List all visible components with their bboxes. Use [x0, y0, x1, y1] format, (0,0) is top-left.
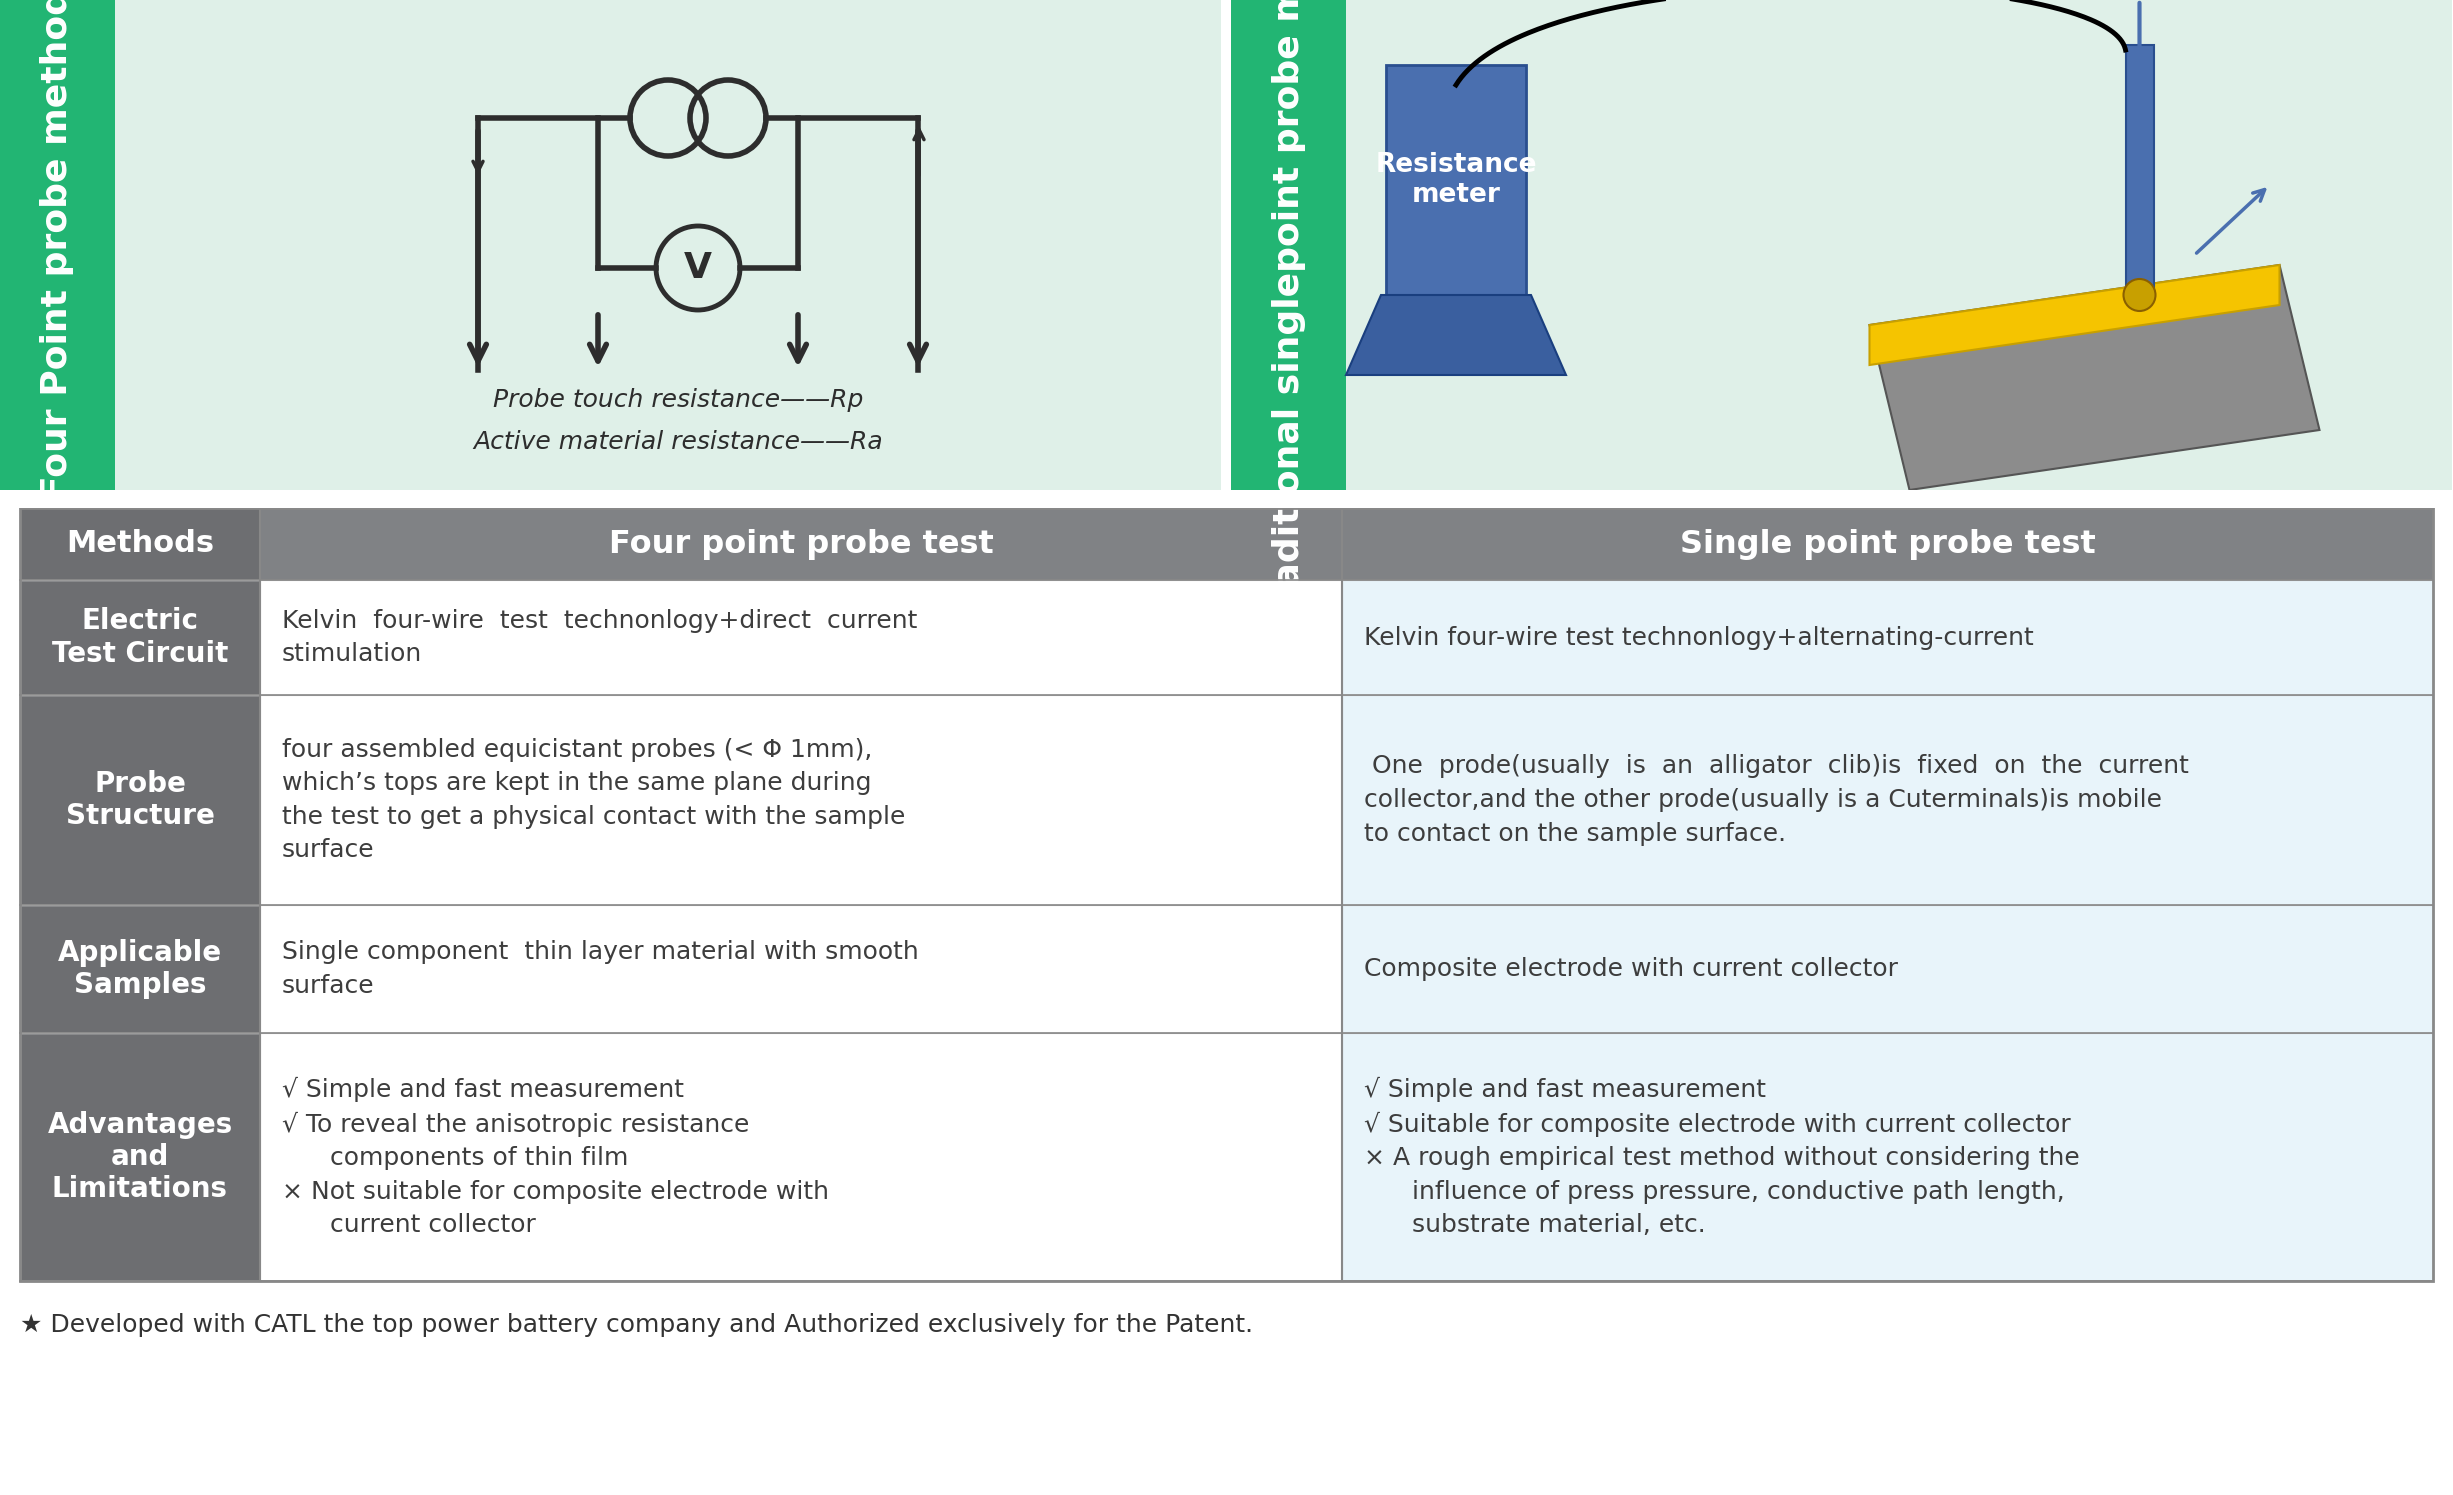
Bar [260, 904, 1342, 1033]
Text: One  prode(usually  is  an  alligator  clib)is  fixed  on  the  current
collecto: One prode(usually is an alligator clib)i… [1364, 755, 2188, 846]
Bar [1342, 580, 2433, 695]
Bar [0, 490, 2453, 508]
Bar [20, 508, 2433, 1281]
Text: V: V [684, 251, 711, 286]
Bar [1342, 508, 2433, 580]
Text: Single point probe test: Single point probe test [1680, 529, 2095, 559]
Text: Traditional singlepoint probe method: Traditional singlepoint probe method [1271, 0, 1305, 625]
Bar [0, 0, 115, 490]
Text: Four Point probe method: Four Point probe method [42, 0, 74, 501]
Text: √ Simple and fast measurement
√ Suitable for composite electrode with current co: √ Simple and fast measurement √ Suitable… [1364, 1076, 2080, 1238]
Text: Kelvin  four-wire  test  technonlogy+direct  current
stimulation: Kelvin four-wire test technonlogy+direct… [282, 608, 917, 667]
Bar [1342, 695, 2433, 904]
Text: Composite electrode with current collector: Composite electrode with current collect… [1364, 957, 1899, 981]
Bar [1231, 0, 1347, 490]
Text: Electric
Test Circuit: Electric Test Circuit [52, 607, 228, 668]
Text: Probe
Structure: Probe Structure [66, 770, 213, 830]
Bar [1342, 1033, 2433, 1281]
Bar [260, 1033, 1342, 1281]
Bar [1222, 0, 1231, 490]
Text: four assembled equicistant probes (< Φ 1mm),
which’s tops are kept in the same p: four assembled equicistant probes (< Φ 1… [282, 737, 905, 863]
Text: Four point probe test: Four point probe test [608, 529, 993, 559]
Circle shape [2124, 280, 2156, 311]
Text: ★ Developed with CATL the top power battery company and Authorized exclusively f: ★ Developed with CATL the top power batt… [20, 1313, 1253, 1337]
Text: √ Simple and fast measurement
√ To reveal the anisotropic resistance
      compo: √ Simple and fast measurement √ To revea… [282, 1076, 829, 1238]
Text: Resistance
meter: Resistance meter [1376, 152, 1536, 208]
Bar [260, 695, 1342, 904]
Bar [20, 904, 260, 1033]
Bar [1231, 0, 2453, 490]
Text: Single component  thin layer material with smooth
surface: Single component thin layer material wit… [282, 940, 920, 997]
Bar [1386, 64, 1526, 295]
Text: Applicable
Samples: Applicable Samples [59, 939, 223, 999]
Polygon shape [1869, 265, 2321, 490]
Bar [20, 695, 260, 904]
Bar [20, 1033, 260, 1281]
Text: Advantages
and
Limitations: Advantages and Limitations [47, 1111, 233, 1203]
Bar [20, 580, 260, 695]
Bar [260, 508, 1342, 580]
Text: Kelvin four-wire test technonlogy+alternating-current: Kelvin four-wire test technonlogy+altern… [1364, 625, 2034, 649]
Polygon shape [1347, 295, 1565, 375]
Polygon shape [1869, 265, 2279, 365]
Bar [0, 0, 1222, 490]
Text: Active material resistance——Ra: Active material resistance——Ra [473, 431, 883, 454]
Bar [1342, 904, 2433, 1033]
Text: Probe touch resistance——Rp: Probe touch resistance——Rp [493, 389, 863, 413]
Bar [2124, 45, 2154, 295]
Bar [260, 580, 1342, 695]
Bar [20, 508, 260, 580]
Text: Methods: Methods [66, 529, 213, 559]
